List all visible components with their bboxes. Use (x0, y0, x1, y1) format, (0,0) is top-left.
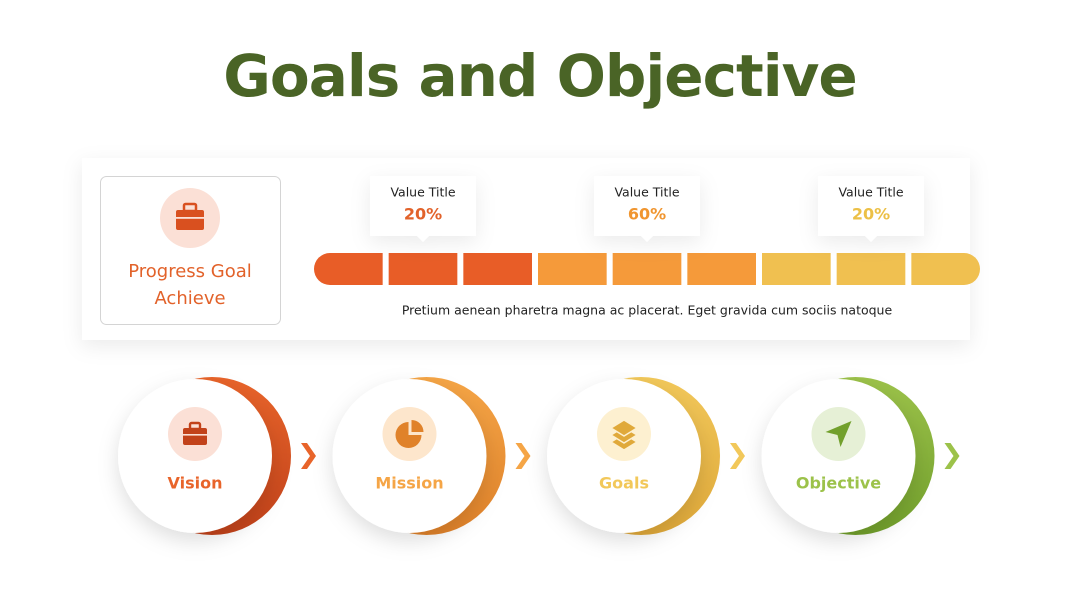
icon-bg (382, 407, 437, 461)
steps: Vision Mission Goals Objective (118, 377, 960, 535)
chevron (730, 443, 745, 469)
step: Mission (332, 377, 531, 535)
icon (395, 422, 422, 449)
bar-segment (836, 253, 906, 285)
chevron (515, 443, 531, 469)
marker-box (594, 176, 700, 242)
bar-segment (612, 253, 682, 285)
step: Vision (118, 377, 316, 535)
briefcase-icon (176, 202, 204, 230)
marker-box (818, 176, 924, 242)
bar-segment (314, 253, 383, 285)
step-label: Goals (599, 474, 649, 493)
marker-value: 20% (404, 205, 442, 224)
chevron (944, 443, 960, 469)
progress-bar (314, 253, 980, 285)
step: Objective (761, 377, 960, 535)
marker-value: 60% (628, 205, 666, 224)
bar-segment (463, 253, 532, 285)
card-label: Progress Goal Achieve (128, 261, 252, 309)
slide-title: Goals and Objective (223, 42, 857, 110)
card-box (100, 176, 281, 325)
marker-title: Value Title (390, 185, 455, 200)
marker-title: Value Title (838, 185, 903, 200)
marker-title: Value Title (614, 185, 679, 200)
icon (183, 428, 207, 445)
bar-segment (388, 253, 458, 285)
icon (188, 421, 202, 431)
bar-segment (687, 253, 756, 285)
icon (825, 421, 852, 447)
step-label: Objective (796, 474, 881, 493)
bar-segment (762, 253, 831, 285)
chevron (301, 443, 316, 469)
icon (609, 419, 639, 437)
marker-box (370, 176, 476, 242)
markers: Value Title 20% Value Title 60% Value Title 2… (370, 176, 924, 242)
icon (411, 420, 424, 432)
step: Goals (547, 377, 745, 535)
step-label: Vision (168, 474, 223, 493)
step-label: Mission (375, 474, 443, 493)
description: Pretium aenean pharetra magna ac placera… (402, 303, 893, 318)
icon (183, 434, 207, 436)
bar-segment (911, 253, 980, 285)
marker-value: 20% (852, 205, 890, 224)
bar-segment (538, 253, 607, 285)
